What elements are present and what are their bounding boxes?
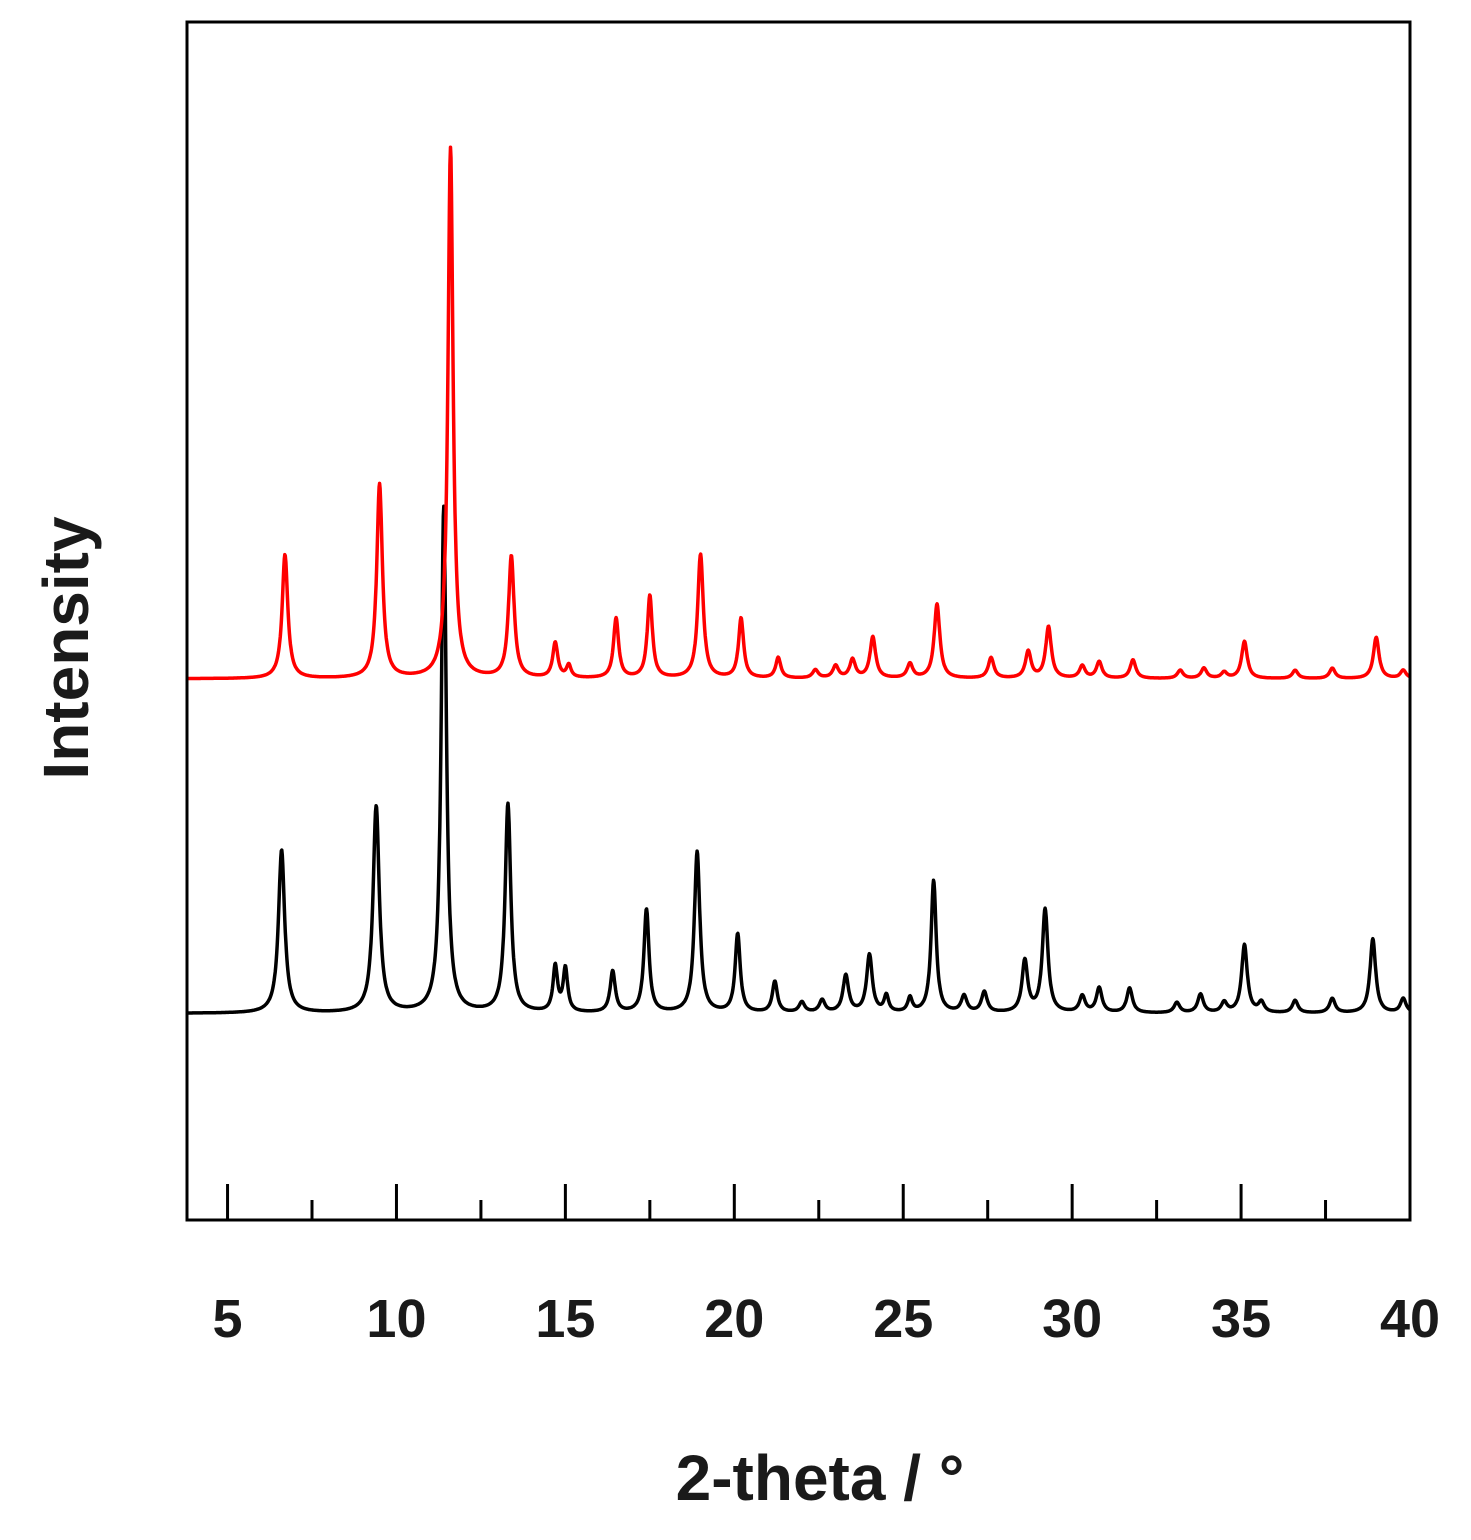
series-layer [185,145,1412,1015]
x-tick-label: 5 [213,1289,243,1349]
x-tick-label: 10 [366,1289,426,1349]
x-tick-label: 40 [1380,1289,1440,1349]
x-tick-label: 20 [704,1289,764,1349]
x-tick-label: 15 [535,1289,595,1349]
x-tick-label: 35 [1211,1289,1271,1349]
series-line-1 [185,504,1412,1015]
plot-frame [185,20,1412,1222]
series-line-2 [185,145,1412,681]
x-axis-tick-labels: 5 10 15 20 25 30 35 40 [213,1289,1441,1349]
x-tick-label: 30 [1042,1289,1102,1349]
x-axis-ticks [226,1184,1412,1220]
y-axis-title: Intensity [30,516,102,780]
x-axis-title: 2-theta / ° [676,1442,965,1514]
x-tick-label: 25 [873,1289,933,1349]
